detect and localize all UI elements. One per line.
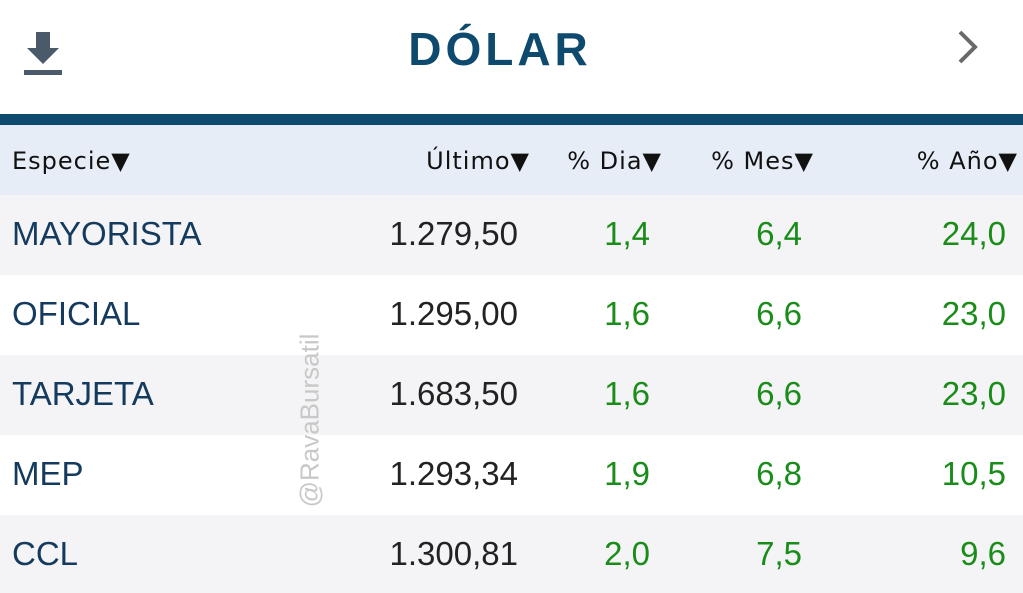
watermark: @RavaBursatil — [294, 333, 325, 508]
value-cell: 6,4 — [756, 215, 802, 252]
value-cell: 24,0 — [941, 215, 1006, 252]
value-cell: 1.300,81 — [389, 535, 518, 572]
species-name: CCL — [12, 535, 79, 572]
value-cell: 23,0 — [941, 295, 1006, 332]
species-name: MEP — [12, 455, 84, 492]
value-cell: 6,6 — [756, 295, 802, 332]
value-cell: 2,0 — [604, 535, 650, 572]
column-header: % Año▼ — [916, 147, 1018, 175]
table-row: MAYORISTA 1.279,50 1,4 6,4 24,0 — [0, 195, 1023, 275]
title: DÓLAR — [408, 23, 592, 75]
value-cell: 6,6 — [756, 375, 802, 412]
value-cell: 1,9 — [604, 455, 650, 492]
value-cell: 10,5 — [941, 455, 1006, 492]
table-row: OFICIAL 1.295,00 1,6 6,6 23,0 — [0, 275, 1023, 355]
value-cell: 1,4 — [604, 215, 650, 252]
value-cell: 1.295,00 — [389, 295, 518, 332]
next-arrow[interactable] — [955, 28, 981, 66]
table-row: CCL 1.300,81 2,0 7,5 9,6 — [0, 515, 1023, 593]
value-cell: 1.293,34 — [389, 455, 518, 492]
column-header: % Mes▼ — [711, 147, 814, 175]
table-row: MEP 1.293,34 1,9 6,8 10,5 — [0, 435, 1023, 515]
species-name: MAYORISTA — [12, 215, 202, 252]
table-row: TARJETA 1.683,50 1,6 6,6 23,0 — [0, 355, 1023, 435]
download-icon[interactable] — [22, 30, 64, 78]
species-name: OFICIAL — [12, 295, 141, 332]
column-header-row: Especie▼ Último▼ % Dia▼ % Mes▼ % Año▼ — [0, 125, 1023, 195]
value-cell: 1.683,50 — [389, 375, 518, 412]
value-cell: 1,6 — [604, 295, 650, 332]
value-cell: 1,6 — [604, 375, 650, 412]
value-cell: 9,6 — [960, 535, 1006, 572]
value-cell: 6,8 — [756, 455, 802, 492]
value-cell: 23,0 — [941, 375, 1006, 412]
species-name: TARJETA — [12, 375, 154, 412]
column-header: % Dia▼ — [567, 147, 662, 175]
value-cell: 1.279,50 — [389, 215, 518, 252]
column-header: Especie▼ — [12, 147, 131, 175]
value-cell: 7,5 — [756, 535, 802, 572]
column-header: Último▼ — [426, 147, 530, 175]
header-bar — [0, 114, 1023, 125]
